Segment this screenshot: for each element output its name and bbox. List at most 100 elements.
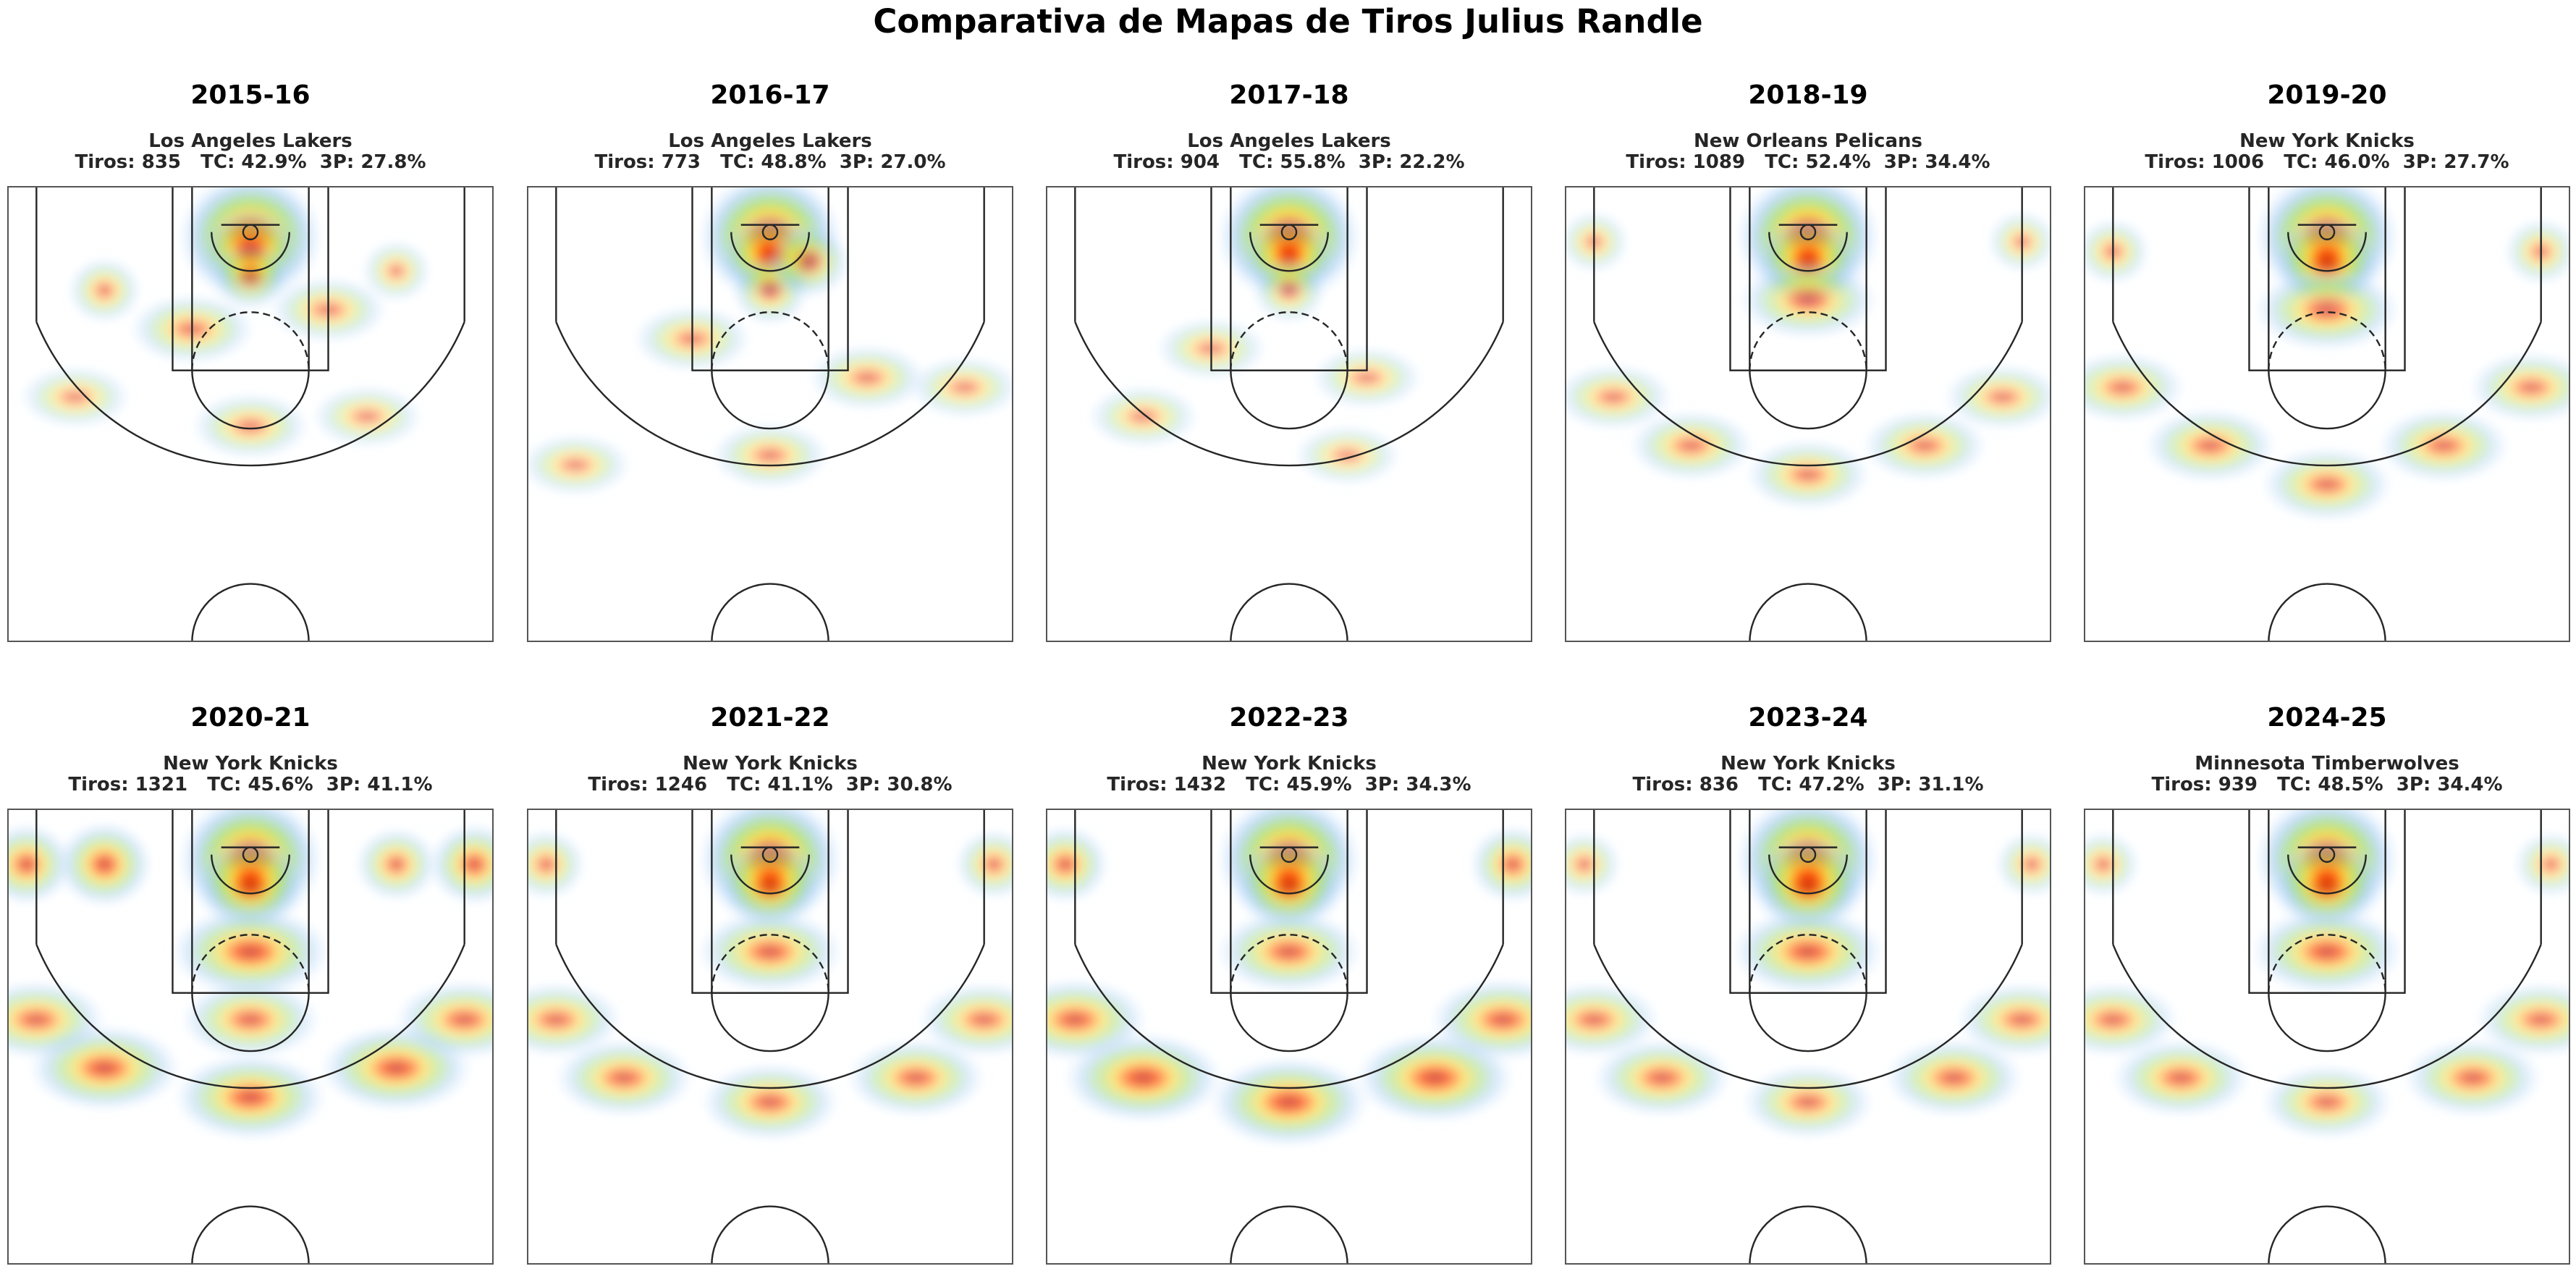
heat-zone [1751,832,1865,935]
heat-zone [2503,217,2570,286]
three-point-arc [35,321,465,467]
team-name: New York Knicks [1202,753,1377,775]
restricted-arc [730,854,810,895]
heat-zone [1565,209,1630,274]
heat-zone [527,433,633,497]
three-point-arc [1593,944,2023,1089]
court-lines [2084,186,2570,642]
hoop [761,846,779,863]
court-border [2084,809,2570,1265]
heat-zone [696,910,845,994]
free-throw-circle [1230,992,1348,1052]
inner-key [2268,809,2386,994]
heat-zone [1730,908,1886,996]
court-heatmap [1565,809,2051,1265]
heatmap-layer [527,186,1013,497]
heat-zone [709,421,831,489]
heatmap-layer [1565,186,2051,511]
team-name: Los Angeles Lakers [148,130,352,152]
season-title: 2020-21 [190,703,311,733]
shot-stats: Tiros: 1246 TC: 41.1% 3P: 30.8% [588,774,953,796]
chart-main-title: Comparativa de Mapas de Tiros Julius Ran… [873,2,1703,41]
hoop [1280,846,1298,863]
heat-zone [211,240,290,312]
season-title: 2021-22 [710,703,830,733]
hoop [761,224,779,240]
court-border [1046,809,1532,1265]
free-throw-dashed [711,934,829,993]
hoop [1799,224,1817,240]
heat-zone [1737,260,1879,340]
court-lines [1046,186,1532,642]
court-border [527,186,1013,642]
free-throw-dashed [1230,311,1348,371]
heat-zone [1883,1038,2025,1118]
restricted-arc [1768,854,1848,895]
heat-zone [1627,410,1755,482]
center-court-arc [1749,583,1867,642]
heat-zone [767,223,851,300]
restricted-arc [211,854,290,895]
inner-key [1230,186,1348,371]
center-court-arc [2268,1205,2386,1265]
heat-zone [18,365,132,429]
free-throw-dashed [191,311,310,371]
free-throw-circle [1749,370,1867,430]
inner-key [1230,809,1348,994]
heat-zone [2260,446,2394,523]
three-point-arc [1074,944,1504,1089]
inner-key [191,186,310,371]
hoop [1799,846,1817,863]
inner-key [2268,186,2386,371]
heat-zone [1591,1038,1733,1118]
hoop [2318,846,2336,863]
court-heatmap [2084,186,2570,642]
heat-zone [2142,408,2278,484]
heat-zone [1469,824,1532,904]
center-court-arc [711,583,829,642]
heat-zone [2110,1038,2252,1118]
court-lines [2084,809,2570,1265]
heat-zone [1208,1056,1370,1148]
shot-stats: Tiros: 773 TC: 48.8% 3P: 27.0% [594,151,946,173]
heat-zone [1429,977,1532,1062]
heat-zone [1086,384,1200,449]
shot-stats: Tiros: 836 TC: 47.2% 3P: 31.1% [1632,774,1984,796]
team-name: Los Angeles Lakers [668,130,872,152]
shot-stats: Tiros: 1432 TC: 45.9% 3P: 34.3% [1107,774,1471,796]
court-lines [527,186,1013,642]
team-name: New York Knicks [683,753,858,775]
free-throw-circle [191,370,310,430]
heat-zone [2084,217,2151,286]
court-lines [7,186,494,642]
heat-zone [360,239,432,303]
heat-zone [1741,1064,1875,1140]
heat-zone [1986,209,2051,274]
heat-zone [1565,982,1662,1058]
court-border [7,809,494,1265]
free-throw-dashed [191,934,310,993]
three-point-arc [2112,321,2542,467]
heat-zone [1954,982,2051,1058]
inner-key [711,809,829,994]
inner-key [191,809,310,994]
hoop [242,224,259,240]
team-name: New Orleans Pelicans [1694,130,1922,152]
free-throw-circle [191,992,310,1052]
heat-zone [1861,410,1989,482]
center-court-arc [711,1205,829,1265]
heat-zone [394,979,494,1060]
heat-zone [7,822,73,906]
free-throw-dashed [2268,311,2386,371]
free-throw-circle [2268,992,2386,1052]
heat-zone [2376,408,2512,484]
heat-zone [1046,824,1110,904]
shot-stats: Tiros: 1006 TC: 46.0% 3P: 27.7% [2145,151,2509,173]
heat-zone [180,979,321,1060]
season-title: 2017-18 [1229,80,1349,110]
three-point-arc [1074,321,1504,467]
shot-stats: Tiros: 835 TC: 42.9% 3P: 27.8% [75,151,426,173]
heat-zone [527,982,624,1058]
court-heatmap [527,809,1013,1265]
free-throw-circle [1230,370,1348,430]
